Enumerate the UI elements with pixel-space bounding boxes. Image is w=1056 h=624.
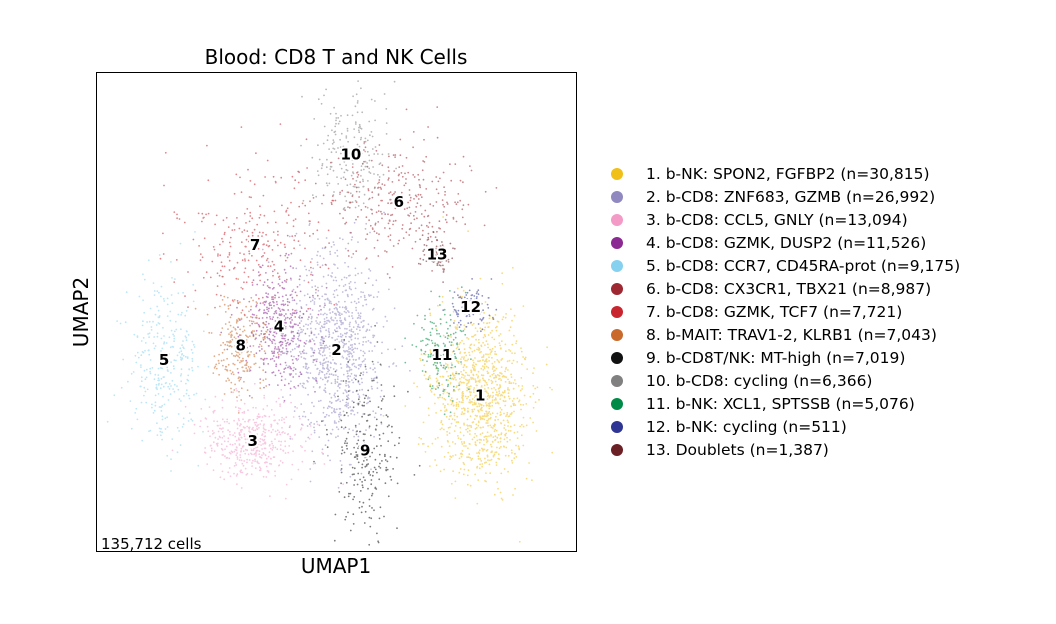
cell-count-annotation: 135,712 cells [101, 535, 202, 553]
legend-item-7: 7. b-CD8: GZMK, TCF7 (n=7,721) [611, 303, 902, 321]
legend-item-9: 9. b-CD8T/NK: MT-high (n=7,019) [611, 349, 905, 367]
legend-item-4: 4. b-CD8: GZMK, DUSP2 (n=11,526) [611, 234, 926, 252]
legend-marker-12 [611, 421, 623, 433]
cluster-label-4: 4 [274, 317, 284, 335]
legend-label-4: 4. b-CD8: GZMK, DUSP2 (n=11,526) [646, 234, 926, 252]
legend-label-8: 8. b-MAIT: TRAV1-2, KLRB1 (n=7,043) [646, 326, 937, 344]
cluster-3-points [171, 382, 345, 500]
cluster-label-10: 10 [340, 145, 361, 163]
legend-marker-10 [611, 375, 623, 387]
legend-item-12: 12. b-NK: cycling (n=511) [611, 418, 847, 436]
cluster-label-6: 6 [394, 193, 404, 211]
cluster-6-scatter [272, 106, 498, 284]
x-axis-label: UMAP1 [301, 554, 371, 578]
legend-marker-6 [611, 283, 623, 295]
legend-marker-5 [611, 260, 623, 272]
legend-marker-13 [611, 444, 623, 456]
legend-marker-8 [611, 329, 623, 341]
legend-label-5: 5. b-CD8: CCR7, CD45RA-prot (n=9,175) [646, 257, 960, 275]
legend-item-13: 13. Doublets (n=1,387) [611, 441, 829, 459]
cluster-label-2: 2 [331, 341, 341, 359]
cluster-label-12: 12 [460, 298, 481, 316]
legend-label-2: 2. b-CD8: ZNF683, GZMB (n=26,992) [646, 188, 935, 206]
cluster-1-scatter [382, 216, 554, 543]
legend-marker-7 [611, 306, 623, 318]
legend-item-5: 5. b-CD8: CCR7, CD45RA-prot (n=9,175) [611, 257, 960, 275]
cluster-label-11: 11 [431, 346, 452, 364]
legend-label-3: 3. b-CD8: CCL5, GNLY (n=13,094) [646, 211, 908, 229]
legend-marker-1 [611, 168, 623, 180]
legend-label-6: 6. b-CD8: CX3CR1, TBX21 (n=8,987) [646, 280, 931, 298]
plot-frame [96, 72, 577, 552]
legend-marker-3 [611, 214, 623, 226]
cluster-1-points [382, 216, 554, 543]
y-axis-label: UMAP2 [69, 277, 93, 347]
cluster-label-8: 8 [235, 337, 245, 355]
cluster-label-9: 9 [360, 442, 370, 460]
legend-item-3: 3. b-CD8: CCL5, GNLY (n=13,094) [611, 211, 908, 229]
legend-label-11: 11. b-NK: XCL1, SPTSSB (n=5,076) [646, 395, 915, 413]
legend: 1. b-NK: SPON2, FGFBP2 (n=30,815) 2. b-CD… [611, 165, 960, 459]
cluster-12-scatter [442, 277, 498, 333]
legend-marker-11 [611, 398, 623, 410]
scatter-points [106, 80, 554, 546]
legend-label-1: 1. b-NK: SPON2, FGFBP2 (n=30,815) [646, 165, 930, 183]
legend-item-2: 2. b-CD8: ZNF683, GZMB (n=26,992) [611, 188, 935, 206]
cluster-12-points [442, 277, 498, 333]
legend-item-11: 11. b-NK: XCL1, SPTSSB (n=5,076) [611, 395, 915, 413]
legend-item-10: 10. b-CD8: cycling (n=6,366) [611, 372, 872, 390]
legend-marker-2 [611, 191, 623, 203]
cluster-3-scatter [171, 382, 345, 500]
legend-item-6: 6. b-CD8: CX3CR1, TBX21 (n=8,987) [611, 280, 931, 298]
legend-label-10: 10. b-CD8: cycling (n=6,366) [646, 372, 872, 390]
legend-item-8: 8. b-MAIT: TRAV1-2, KLRB1 (n=7,043) [611, 326, 937, 344]
cluster-6-points [272, 106, 498, 284]
cluster-label-1: 1 [475, 387, 485, 405]
legend-label-9: 9. b-CD8T/NK: MT-high (n=7,019) [646, 349, 905, 367]
legend-label-12: 12. b-NK: cycling (n=511) [646, 418, 847, 436]
cluster-label-7: 7 [250, 236, 260, 254]
cluster-label-13: 13 [427, 246, 448, 264]
legend-marker-9 [611, 352, 623, 364]
legend-label-7: 7. b-CD8: GZMK, TCF7 (n=7,721) [646, 303, 902, 321]
cluster-label-5: 5 [159, 351, 169, 369]
legend-label-13: 13. Doublets (n=1,387) [646, 441, 829, 459]
chart-title: Blood: CD8 T and NK Cells [205, 45, 468, 69]
cluster-label-3: 3 [247, 432, 257, 450]
legend-item-1: 1. b-NK: SPON2, FGFBP2 (n=30,815) [611, 165, 930, 183]
legend-marker-4 [611, 237, 623, 249]
